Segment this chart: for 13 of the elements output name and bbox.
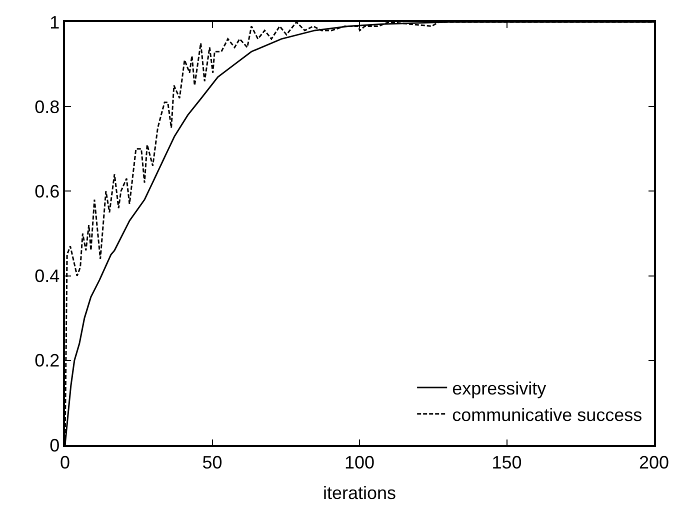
y-tick-label: 0.8 [34,96,60,117]
y-tick-label: 0.4 [34,266,60,286]
x-tick-label: 150 [492,452,522,472]
x-axis-title: iterations [322,482,396,503]
y-tick-label: 1 [50,12,60,32]
x-tick-label: 50 [202,452,222,472]
x-tick-label: 100 [344,452,375,472]
x-tick-label: 200 [638,452,670,472]
legend-label: expressivity [452,378,546,399]
y-tick-label: 0.2 [34,350,60,371]
y-tick-label: 0 [50,435,60,456]
legend-label: communicative success [452,404,642,425]
y-tick-label: 0.6 [34,182,60,202]
